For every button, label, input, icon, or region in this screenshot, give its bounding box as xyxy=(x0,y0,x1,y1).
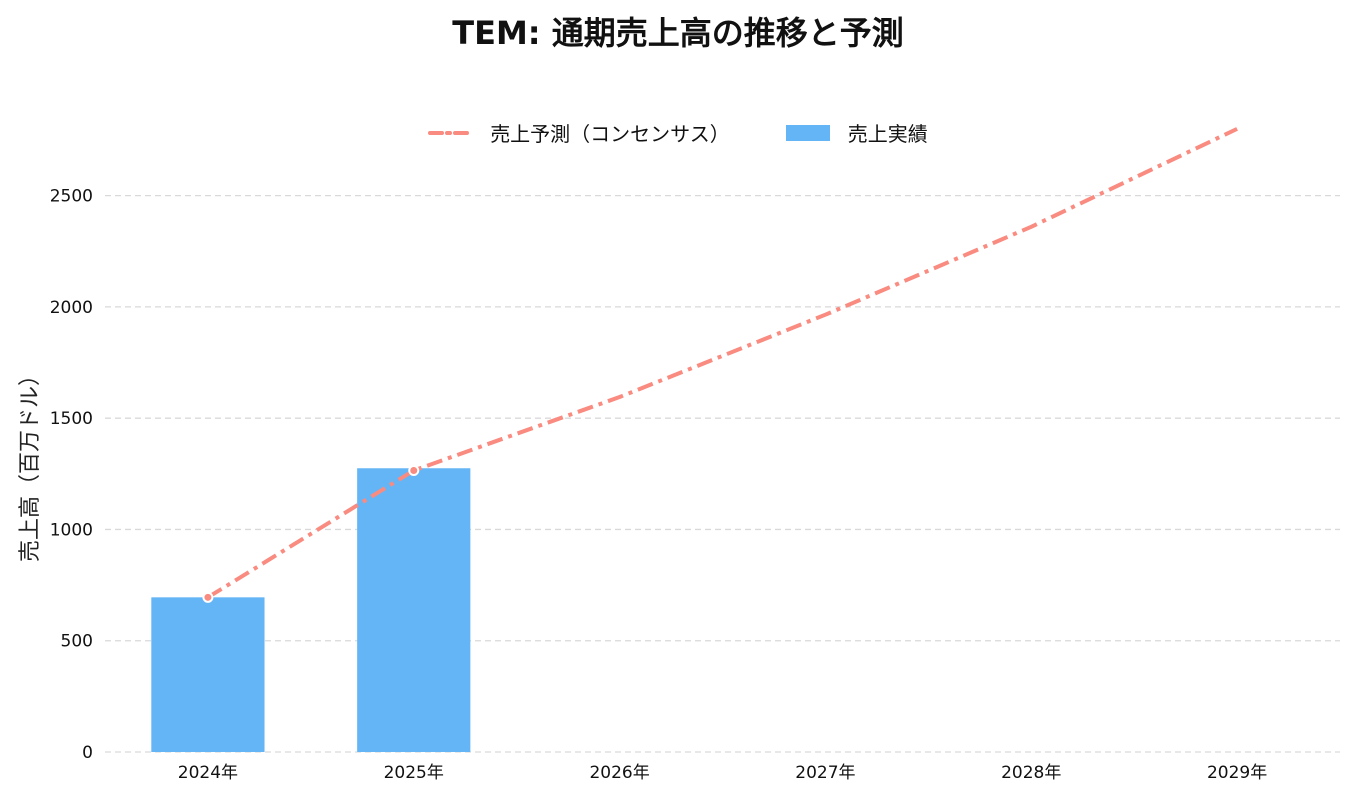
bar-actual xyxy=(357,468,471,752)
legend-entry-actual: 売上実績 xyxy=(785,118,928,147)
y-tick-label: 2500 xyxy=(50,187,93,207)
forecast-point xyxy=(202,591,214,603)
y-tick-label: 1500 xyxy=(50,409,93,429)
legend: 売上予測（コンセンサス） 売上実績 xyxy=(0,118,1356,147)
x-tick-label: 2029年 xyxy=(1207,763,1267,783)
x-tick-label: 2027年 xyxy=(795,763,855,783)
x-tick-label: 2024年 xyxy=(178,763,238,783)
y-tick-label: 2000 xyxy=(50,298,93,318)
forecast-line xyxy=(206,127,1238,600)
y-tick-label: 0 xyxy=(82,743,93,763)
legend-swatch-actual xyxy=(785,124,830,141)
y-tick-label: 500 xyxy=(61,632,93,652)
legend-label-forecast: 売上予測（コンセンサス） xyxy=(490,122,730,146)
forecast-point xyxy=(408,464,420,476)
x-tick-label: 2025年 xyxy=(384,763,444,783)
y-tick-label: 1000 xyxy=(50,520,93,540)
legend-swatch-forecast xyxy=(428,130,473,135)
x-tick-label: 2026年 xyxy=(589,763,649,783)
legend-entry-forecast: 売上予測（コンセンサス） xyxy=(428,118,730,147)
bar-actual xyxy=(151,597,265,752)
chart-title: TEM: 通期売上高の推移と予測 xyxy=(452,14,904,52)
legend-label-actual: 売上実績 xyxy=(847,122,928,146)
x-tick-label: 2028年 xyxy=(1001,763,1061,783)
